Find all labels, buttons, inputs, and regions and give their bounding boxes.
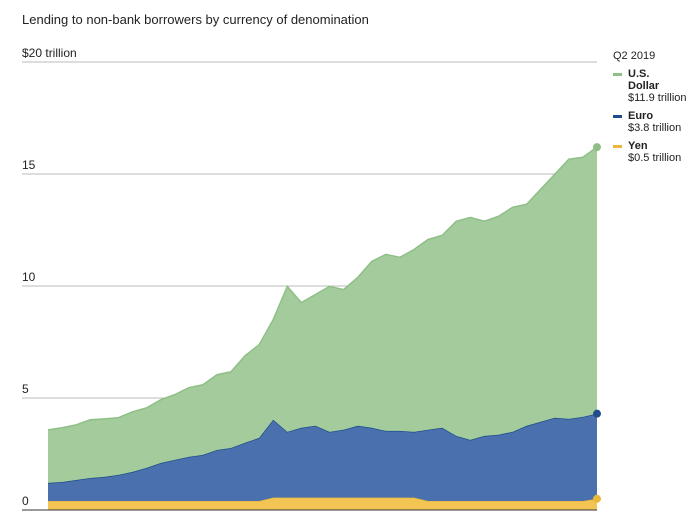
legend-swatch: [613, 73, 622, 76]
legend-title: Q2 2019: [613, 50, 656, 62]
legend-value: $0.5 trillion: [628, 152, 682, 164]
legend-entry: U.S. Dollar $11.9 trillion: [613, 68, 698, 104]
y-tick-label: 10: [22, 270, 36, 284]
end-dot: [593, 409, 601, 418]
y-tick-label: 5: [22, 382, 29, 396]
area: [48, 413, 597, 502]
subtitle: Lending to non-bank borrowers by currenc…: [22, 12, 369, 27]
legend: Q2 2019 U.S. Dollar $11.9 trillion Euro $3.…: [613, 50, 698, 164]
legend-value: $11.9 trillion: [628, 92, 687, 104]
end-dot: [593, 494, 601, 503]
end-dot: [593, 143, 601, 152]
legend-swatch: [613, 115, 622, 118]
legend-label: Euro: [628, 110, 654, 122]
area: [48, 147, 597, 483]
legend-swatch: [613, 145, 622, 148]
legend-entry: Euro $3.8 trillion: [613, 110, 698, 134]
legend-label: Yen: [628, 140, 648, 152]
y-tick-label: 0: [22, 494, 29, 508]
y-tick-label: $20 trillion: [22, 46, 77, 60]
legend-value: $3.8 trillion: [628, 122, 682, 134]
legend-entry: Yen $0.5 trillion: [613, 140, 698, 164]
legend-label: U.S. Dollar: [628, 68, 660, 92]
area-edge: [47, 146, 598, 431]
y-tick-label: 15: [22, 158, 36, 172]
area: [48, 497, 597, 510]
